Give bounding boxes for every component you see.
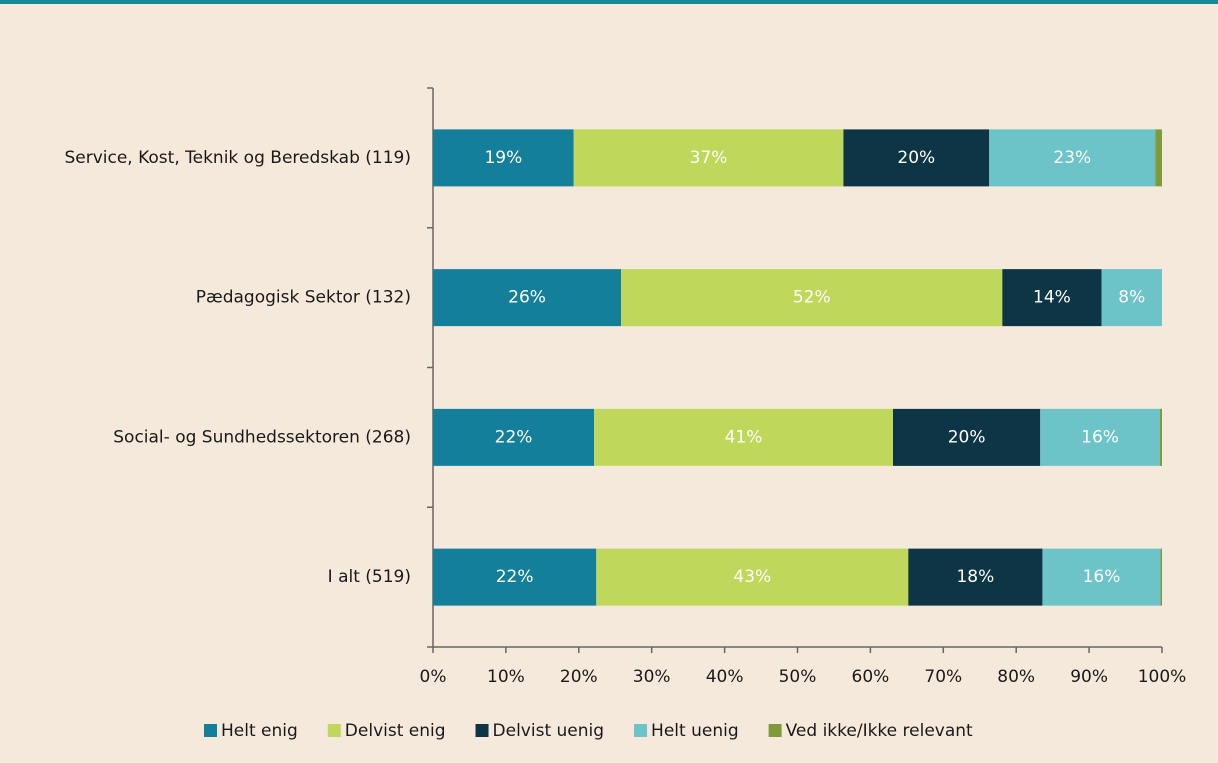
x-tick-label: 20% [560,667,598,687]
value-label: 43% [733,567,771,587]
bar-segment [1002,269,1102,327]
bar-segment [573,129,844,187]
value-label: 22% [495,427,533,447]
y-tick-label: Social- og Sundhedssektoren (268) [113,427,411,447]
legend-swatch [327,724,341,737]
legend-label: Helt enig [221,721,298,741]
legend-label: Helt uenig [651,721,739,741]
value-label: 8% [1118,288,1145,308]
bar-segment [596,548,909,606]
top-rule [0,0,1218,4]
bar-segment [433,269,622,327]
x-tick-label: 30% [633,667,671,687]
legend-label: Ved ikke/Ikke relevant [786,721,973,741]
x-tick-label: 40% [706,667,744,687]
bar-segment [843,129,990,187]
bar-segment [433,548,597,606]
value-label: 16% [1083,567,1121,587]
x-tick-label: 70% [924,667,962,687]
x-tick-label: 100% [1138,667,1187,687]
value-label: 20% [948,427,986,447]
legend-label: Delvist uenig [493,721,605,741]
value-label: 41% [725,427,763,447]
x-tick-label: 0% [420,667,447,687]
y-tick-label: I alt (519) [328,567,411,587]
legend-swatch [204,724,217,737]
bar-segment [908,548,1043,606]
bar-segment [892,408,1041,466]
value-label: 23% [1053,148,1091,168]
bar-segment [1040,408,1160,466]
y-tick-label: Pædagogisk Sektor (132) [196,288,411,308]
bar-segment [621,269,1003,327]
value-label: 20% [897,148,935,168]
x-tick-label: 80% [997,667,1035,687]
legend-swatch [634,724,648,737]
value-label: 19% [484,148,522,168]
legend-swatch [475,724,489,737]
value-label: 16% [1081,427,1119,447]
legend-swatch [768,724,782,737]
value-label: 52% [793,288,831,308]
bar-segment [1159,408,1162,466]
value-label: 22% [496,567,534,587]
value-label: 37% [690,148,728,168]
bar-segment [433,408,595,466]
x-tick-label: 90% [1070,667,1108,687]
value-label: 18% [956,567,994,587]
legend-label: Delvist enig [345,721,446,741]
value-label: 14% [1033,288,1071,308]
bar-segment [594,408,893,466]
bar-segment [1042,548,1161,606]
x-tick-label: 10% [487,667,525,687]
y-tick-label: Service, Kost, Teknik og Beredskab (119) [64,148,411,168]
bar-segment [1155,129,1162,187]
bar-segment [989,129,1156,187]
bar-segment [433,129,574,187]
value-label: 26% [508,288,546,308]
bar-segment [1101,269,1162,327]
x-tick-label: 60% [852,667,890,687]
bar-segment [1160,548,1162,606]
x-tick-label: 50% [779,667,817,687]
